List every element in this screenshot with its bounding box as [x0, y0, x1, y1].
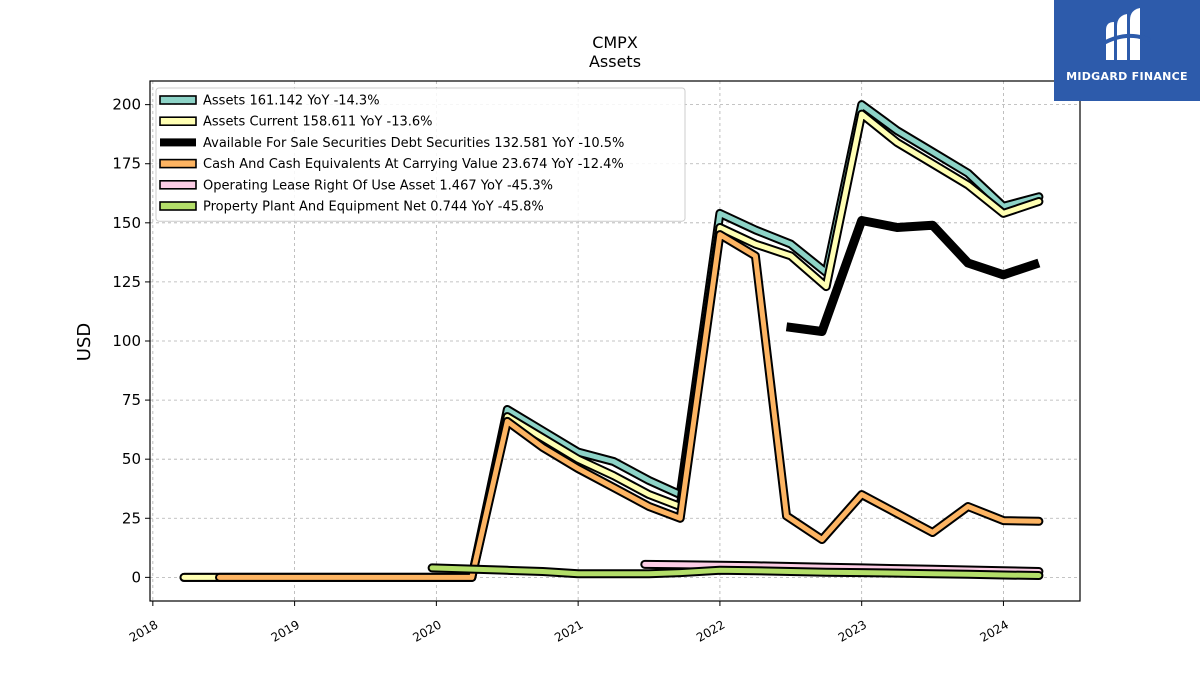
- y-tick-label: 125: [112, 273, 141, 291]
- y-tick-label: 100: [112, 332, 141, 350]
- x-tick-label: 2020: [410, 617, 443, 644]
- legend-label: Assets Current 158.611 YoY -13.6%: [203, 115, 433, 130]
- legend-swatch: [159, 180, 197, 190]
- legend-box: [155, 87, 686, 222]
- legend-swatch: [159, 158, 197, 169]
- series-cash-and-cash-equivalents-at-carrying-value: [215, 230, 1044, 582]
- y-tick-label: 0: [131, 568, 141, 586]
- legend-swatch: [159, 95, 197, 105]
- x-tick-label: 2019: [269, 617, 302, 644]
- legend-swatch: [159, 116, 197, 126]
- y-tick-label: 150: [112, 214, 141, 232]
- brand-logo: MIDGARD FINANCE: [1054, 0, 1200, 101]
- y-tick-label: 75: [122, 391, 141, 409]
- y-tick-label: 175: [112, 155, 141, 173]
- x-tick-label: 2021: [552, 617, 585, 644]
- legend-label: Operating Lease Right Of Use Asset 1.467…: [203, 178, 553, 193]
- legend-swatch: [160, 138, 196, 147]
- logo-mark-icon: [1100, 8, 1151, 60]
- x-tick-label: 2023: [836, 617, 869, 644]
- legend-label: Property Plant And Equipment Net 0.744 Y…: [203, 200, 544, 215]
- logo-text: MIDGARD FINANCE: [1066, 70, 1188, 83]
- x-tick-label: 2022: [694, 617, 727, 644]
- series-line: [429, 565, 1042, 578]
- legend-swatch: [159, 201, 197, 211]
- x-tick-label: 2024: [977, 617, 1010, 644]
- chart-subtitle: Assets: [589, 52, 641, 71]
- y-tick-label: 200: [112, 96, 141, 114]
- series-layer: [179, 100, 1044, 582]
- y-tick-label: 50: [122, 450, 141, 468]
- series-property-plant-and-equipment-net: [427, 563, 1044, 580]
- y-axis-label: USD: [74, 323, 95, 361]
- series-line: [785, 216, 1041, 336]
- legend-label: Cash And Cash Equivalents At Carrying Va…: [203, 157, 624, 172]
- x-tick-label: 2018: [127, 617, 160, 644]
- legend-label: Assets 161.142 YoY -14.3%: [203, 94, 380, 109]
- chart-title: CMPX: [592, 33, 638, 52]
- series-line: [217, 232, 1042, 580]
- y-tick-label: 25: [122, 509, 141, 527]
- legend-label: Available For Sale Securities Debt Secur…: [203, 136, 624, 151]
- series-available-for-sale-securities-debt-securities: [785, 216, 1041, 336]
- legend: Assets 161.142 YoY -14.3% Assets Current …: [155, 87, 686, 222]
